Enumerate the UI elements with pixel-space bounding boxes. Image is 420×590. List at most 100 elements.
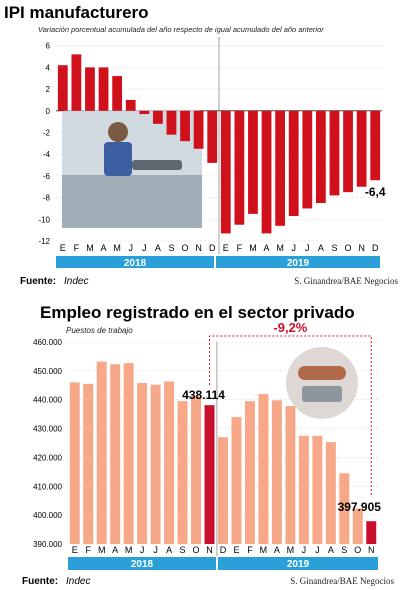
empleo-month-label: N: [206, 545, 213, 555]
ipi-month-label: A: [101, 243, 107, 253]
empleo-last-value-label: 397.905: [338, 500, 382, 514]
empleo-bar: [191, 396, 202, 544]
ipi-month-label: S: [331, 243, 337, 253]
ipi-bar: [112, 76, 123, 111]
empleo-bar: [339, 473, 350, 544]
empleo-highlight-value-label: 438.114: [182, 388, 225, 402]
empleo-chart-subtitle: Puestos de trabajo: [66, 326, 133, 335]
empleo-month-label: A: [166, 545, 172, 555]
empleo-month-label: E: [72, 545, 78, 555]
empleo-bar: [366, 521, 377, 544]
empleo-month-label: M: [260, 545, 268, 555]
empleo-year-2019-bar: [218, 557, 378, 570]
ipi-bar: [71, 54, 82, 111]
empleo-bar: [96, 361, 107, 544]
ipi-bar: [193, 110, 204, 149]
empleo-month-label: F: [247, 545, 253, 555]
ipi-bar: [166, 110, 177, 135]
ipi-source: Indec: [64, 276, 88, 287]
ipi-bar: [220, 110, 231, 234]
empleo-y-tick: 400.000: [33, 511, 62, 520]
empleo-month-label: J: [302, 545, 307, 555]
ipi-bar: [98, 67, 109, 111]
empleo-bar: [218, 437, 228, 544]
empleo-bar: [177, 401, 188, 544]
empleo-month-label: M: [125, 545, 133, 555]
ipi-y-tick: -6: [43, 172, 51, 181]
ipi-bar: [315, 110, 326, 204]
ipi-y-tick: -12: [38, 237, 50, 246]
ipi-month-label: J: [291, 243, 296, 253]
ipi-bar: [180, 110, 190, 142]
empleo-month-label: E: [233, 545, 239, 555]
ipi-chart-subtitle: Variación porcentual acumulada del año r…: [38, 25, 324, 34]
ipi-month-label: F: [74, 243, 80, 253]
ipi-bar: [139, 110, 150, 115]
ipi-bar: [152, 110, 163, 124]
empleo-month-label: F: [85, 545, 91, 555]
empleo-month-label: O: [354, 545, 361, 555]
ipi-y-tick: -8: [43, 194, 51, 203]
ipi-bar: [343, 110, 353, 193]
ipi-y-tick: 4: [46, 63, 51, 72]
ipi-month-label: E: [223, 243, 229, 253]
ipi-bar: [85, 67, 95, 111]
ipi-month-label: M: [113, 243, 121, 253]
empleo-month-label: A: [274, 545, 280, 555]
empleo-credit: S. Ginandrea/BAE Negocios: [290, 576, 394, 586]
empleo-month-label: D: [220, 545, 227, 555]
ipi-bar: [207, 110, 218, 163]
empleo-month-label: S: [180, 545, 186, 555]
empleo-month-label: J: [315, 545, 320, 555]
ipi-year-2019-label: 2019: [287, 258, 310, 269]
ipi-bar: [275, 110, 286, 226]
empleo-bar: [298, 435, 309, 544]
empleo-bar: [258, 393, 269, 544]
ipi-y-tick: 0: [46, 107, 51, 116]
empleo-year-2018-bar: [68, 557, 216, 570]
empleo-month-label: M: [287, 545, 295, 555]
empleo-month-label: J: [153, 545, 158, 555]
empleo-bar: [231, 417, 242, 544]
ipi-bar: [356, 110, 367, 187]
empleo-y-tick: 440.000: [33, 396, 62, 405]
empleo-y-tick: 430.000: [33, 425, 62, 434]
ipi-month-label: J: [128, 243, 133, 253]
empleo-month-label: O: [193, 545, 200, 555]
empleo-bar: [352, 508, 363, 544]
ipi-bar: [125, 99, 136, 111]
ipi-month-label: J: [142, 243, 147, 253]
empleo-month-label: J: [140, 545, 145, 555]
ipi-bars: [57, 54, 381, 234]
ipi-bar: [261, 110, 272, 234]
ipi-source-label: Fuente:: [20, 276, 56, 287]
ipi-month-label: D: [209, 243, 216, 253]
ipi-month-label: N: [195, 243, 202, 253]
empleo-chart-title: Empleo registrado en el sector privado: [40, 303, 355, 322]
ipi-month-label: O: [182, 243, 189, 253]
empleo-bar: [110, 364, 121, 544]
ipi-month-label: N: [358, 243, 365, 253]
ipi-month-label: A: [155, 243, 161, 253]
ipi-month-label: M: [86, 243, 94, 253]
empleo-bar: [244, 401, 255, 544]
ipi-y-tick: -10: [38, 215, 50, 224]
ipi-year-2019-bar: [216, 256, 380, 268]
empleo-bar: [69, 382, 80, 544]
ipi-y-tick: 6: [46, 42, 51, 51]
empleo-month-label: S: [341, 545, 347, 555]
empleo-gridlines: [68, 341, 378, 556]
empleo-month-label: A: [112, 545, 118, 555]
ipi-month-label: S: [168, 243, 174, 253]
empleo-bar: [204, 405, 215, 544]
ipi-last-value-label: -6,4: [365, 185, 386, 199]
empleo-y-tick: 410.000: [33, 482, 62, 491]
ipi-bar: [370, 110, 381, 181]
empleo-bar: [137, 382, 148, 544]
ipi-month-label: F: [237, 243, 243, 253]
ipi-y-tick: -4: [43, 150, 51, 159]
ipi-month-label: M: [276, 243, 284, 253]
